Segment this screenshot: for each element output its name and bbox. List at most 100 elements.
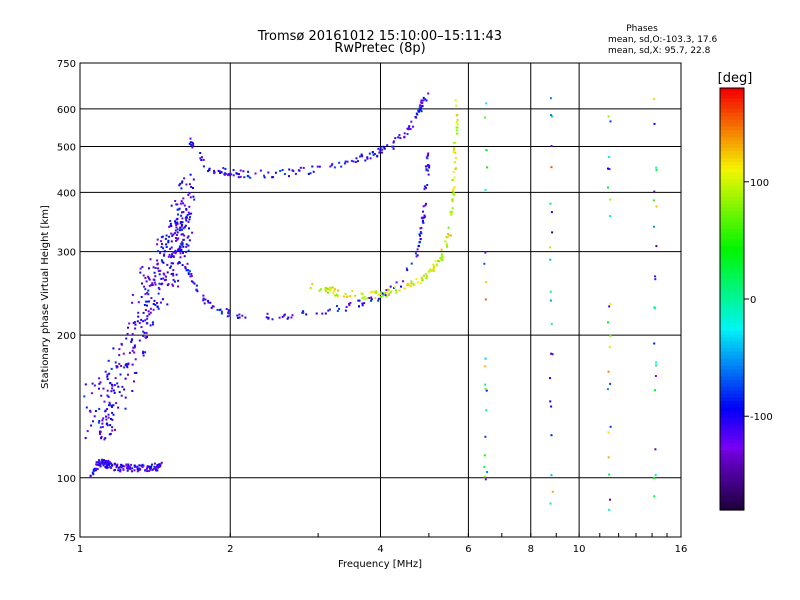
data-point [188, 213, 191, 216]
data-point [451, 189, 454, 192]
data-point [150, 297, 153, 299]
colorbar-swatch [720, 140, 744, 145]
data-point [174, 229, 177, 232]
data-point [156, 238, 159, 241]
data-point [121, 385, 124, 388]
colorbar-swatch [720, 165, 744, 170]
data-point [238, 316, 241, 319]
data-point [448, 234, 451, 237]
data-point [107, 463, 110, 466]
noise-point [652, 98, 655, 101]
plot-area: 1 2 4 6 8 10 16 75 100 200 300 400 500 600 750 [57, 59, 687, 555]
data-point [376, 155, 379, 158]
data-point [106, 394, 109, 397]
colorbar-swatch [720, 355, 744, 360]
data-point [456, 123, 459, 126]
data-point [149, 468, 152, 471]
data-point [369, 291, 372, 294]
data-point [454, 99, 457, 102]
data-point [184, 265, 187, 268]
data-point [192, 144, 195, 147]
data-point [224, 168, 227, 170]
data-point [433, 265, 435, 268]
data-point [415, 278, 418, 281]
noise-point [550, 405, 553, 408]
colorbar-swatch [720, 105, 744, 110]
colorbar-swatch [720, 225, 744, 230]
data-point [432, 269, 435, 272]
data-point [349, 295, 352, 298]
colorbar-swatch [720, 341, 744, 346]
x-tick-label: 2 [227, 544, 233, 555]
data-point [408, 284, 410, 287]
data-point [327, 291, 329, 294]
x-tick-label: 4 [377, 544, 383, 555]
data-point [389, 285, 392, 288]
data-point [451, 198, 454, 201]
data-point [370, 296, 373, 299]
colorbar-swatch [720, 109, 744, 114]
data-point [302, 310, 305, 313]
data-point [122, 468, 125, 471]
data-point [181, 264, 184, 267]
data-point [390, 290, 393, 293]
data-point [177, 237, 180, 240]
colorbar-swatch [720, 478, 744, 483]
data-point [204, 298, 207, 301]
colorbar-swatch [720, 161, 744, 166]
data-point [146, 336, 148, 338]
data-point [164, 250, 167, 253]
data-point [108, 461, 111, 464]
data-point [170, 240, 173, 243]
data-point [333, 288, 336, 291]
data-point [98, 407, 101, 410]
data-point [348, 304, 351, 307]
noise-point [483, 475, 486, 478]
data-point [176, 222, 179, 225]
data-point [187, 244, 190, 247]
data-point [354, 161, 357, 163]
data-point [181, 242, 184, 245]
colorbar-swatch [720, 112, 744, 117]
data-point [123, 366, 126, 369]
data-point [130, 463, 133, 466]
data-point [381, 151, 383, 154]
data-point [144, 276, 147, 279]
data-point [327, 288, 330, 291]
data-point [150, 284, 153, 287]
data-point [138, 464, 141, 467]
data-point [151, 463, 153, 466]
data-point [147, 310, 150, 313]
data-point [168, 235, 171, 238]
data-point [454, 157, 457, 159]
data-point [134, 327, 137, 330]
data-point [117, 466, 120, 469]
data-point [148, 313, 151, 316]
data-point [160, 461, 163, 464]
data-point [137, 315, 140, 318]
data-point [177, 285, 179, 288]
data-point [183, 226, 186, 229]
data-point [187, 211, 190, 214]
data-point [95, 467, 97, 470]
data-point [162, 247, 165, 250]
data-point [172, 256, 175, 258]
data-point [103, 400, 106, 403]
data-point [96, 461, 99, 464]
data-point [360, 292, 363, 295]
data-point [419, 238, 422, 240]
data-point [442, 256, 445, 259]
data-point [118, 348, 121, 351]
data-point [187, 269, 190, 271]
colorbar-swatch [720, 299, 744, 304]
data-point [449, 212, 452, 215]
data-point [202, 299, 205, 302]
noise-point [483, 262, 486, 265]
data-point [188, 227, 190, 230]
data-point [128, 467, 131, 470]
data-point [410, 280, 413, 283]
data-point [156, 262, 159, 265]
data-point [421, 105, 424, 108]
data-point [181, 223, 183, 226]
data-point [179, 256, 182, 259]
